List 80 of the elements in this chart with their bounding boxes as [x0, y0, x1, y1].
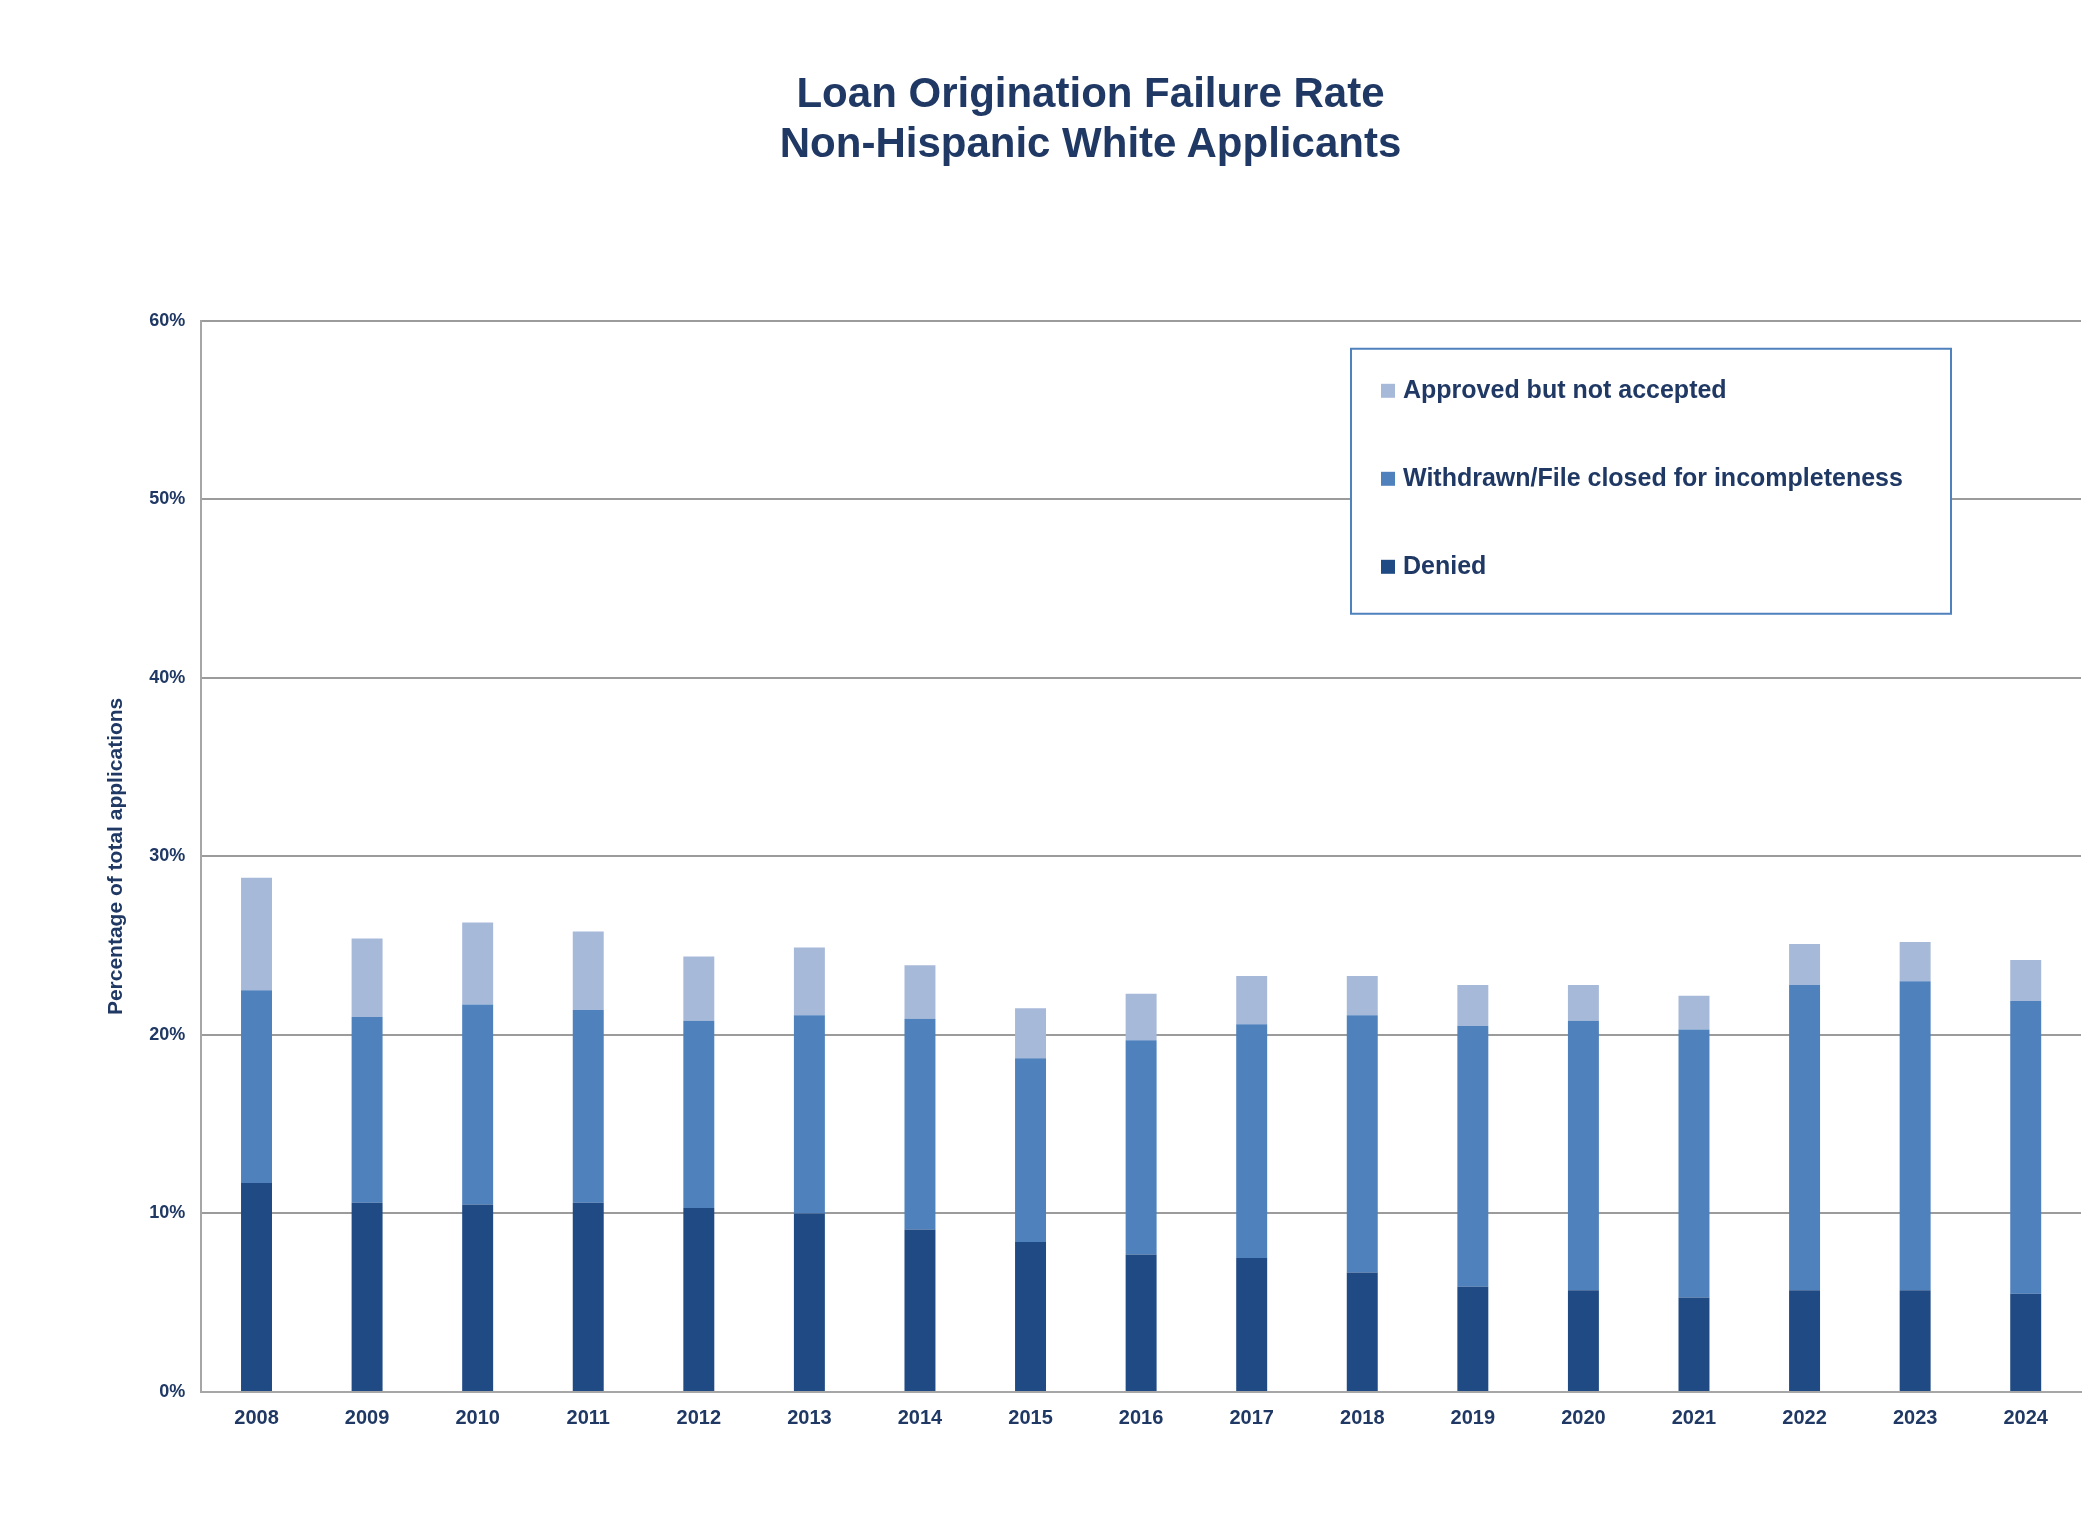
bar	[1457, 1026, 1489, 1287]
legend-label: Approved but not accepted	[1403, 374, 1727, 403]
bar	[683, 956, 715, 1021]
bar	[683, 1208, 715, 1391]
bar	[1678, 1297, 1710, 1391]
bar	[793, 947, 825, 1016]
y-tick-label: 30%	[149, 845, 186, 866]
x-tick-label: 2016	[1118, 1405, 1164, 1428]
bar	[1789, 984, 1821, 1291]
bar	[351, 938, 383, 1018]
bar	[904, 1018, 936, 1230]
x-tick-label: 2008	[234, 1405, 279, 1428]
bar	[1678, 995, 1710, 1030]
bar	[241, 1183, 272, 1391]
bar	[462, 1004, 494, 1205]
y-tick-label: 10%	[149, 1202, 186, 1223]
x-tick-label: 2011	[566, 1405, 610, 1428]
bar	[241, 990, 272, 1184]
bar	[904, 965, 936, 1019]
bar	[351, 1202, 383, 1391]
x-tick-label: 2014	[897, 1405, 944, 1428]
x-tick-label: 2024	[2003, 1405, 2049, 1428]
bar	[1125, 993, 1157, 1041]
y-tick-label: 50%	[149, 488, 186, 509]
bar	[462, 1204, 494, 1391]
bar	[1015, 1058, 1047, 1243]
bar	[1899, 981, 1931, 1291]
y-tick-label: 0%	[159, 1380, 186, 1401]
x-tick-label: 2010	[455, 1405, 500, 1428]
bar	[793, 1015, 825, 1214]
bar	[1789, 1290, 1821, 1391]
chart-title: Loan Origination Failure Rate Non-Hispanic White Applicants	[779, 68, 1402, 167]
bar	[1346, 1015, 1378, 1273]
bar	[1789, 943, 1821, 985]
bar	[1236, 1258, 1268, 1391]
bar	[241, 877, 272, 991]
bar	[1346, 1272, 1378, 1391]
bar	[904, 1229, 936, 1391]
y-tick-label: 40%	[149, 666, 186, 687]
bar	[572, 931, 604, 1010]
bar	[2010, 959, 2042, 1002]
legend-label: Withdrawn/File closed for incompleteness	[1403, 462, 1903, 491]
bar	[462, 922, 494, 1005]
bar	[1457, 984, 1489, 1027]
x-tick-label: 2009	[344, 1405, 390, 1428]
bar	[1125, 1040, 1157, 1255]
x-tick-label: 2013	[787, 1405, 832, 1428]
bar	[1346, 976, 1378, 1016]
x-tick-label: 2015	[1008, 1405, 1053, 1428]
bar	[351, 1017, 383, 1203]
bar	[1899, 942, 1931, 982]
bar	[1567, 984, 1599, 1021]
x-tick-label: 2020	[1561, 1405, 1606, 1428]
bar	[1015, 1242, 1047, 1391]
bar	[1567, 1020, 1599, 1291]
y-tick-label: 60%	[149, 309, 186, 330]
bar	[1236, 976, 1268, 1025]
x-tick-label: 2017	[1229, 1405, 1274, 1428]
bar	[1567, 1290, 1599, 1391]
y-axis-title: Percentage of total applications	[103, 697, 127, 1016]
bar	[793, 1213, 825, 1391]
bar	[572, 1009, 604, 1203]
bar	[1899, 1290, 1931, 1391]
x-tick-label: 2019	[1450, 1405, 1496, 1428]
bar	[572, 1202, 604, 1391]
x-tick-label: 2012	[676, 1405, 722, 1428]
legend-label: Denied	[1403, 550, 1487, 579]
bar	[1678, 1029, 1710, 1298]
bar	[2010, 1001, 2042, 1294]
bar	[2010, 1293, 2042, 1391]
bar	[1125, 1254, 1157, 1391]
bar	[1015, 1008, 1047, 1059]
x-tick-label: 2023	[1892, 1405, 1938, 1428]
x-tick-label: 2022	[1782, 1405, 1827, 1428]
y-tick-label: 20%	[149, 1023, 186, 1044]
bar	[683, 1020, 715, 1209]
x-tick-label: 2021	[1671, 1405, 1717, 1428]
x-tick-label: 2018	[1340, 1405, 1385, 1428]
bar	[1457, 1286, 1489, 1391]
bar	[1236, 1024, 1268, 1259]
